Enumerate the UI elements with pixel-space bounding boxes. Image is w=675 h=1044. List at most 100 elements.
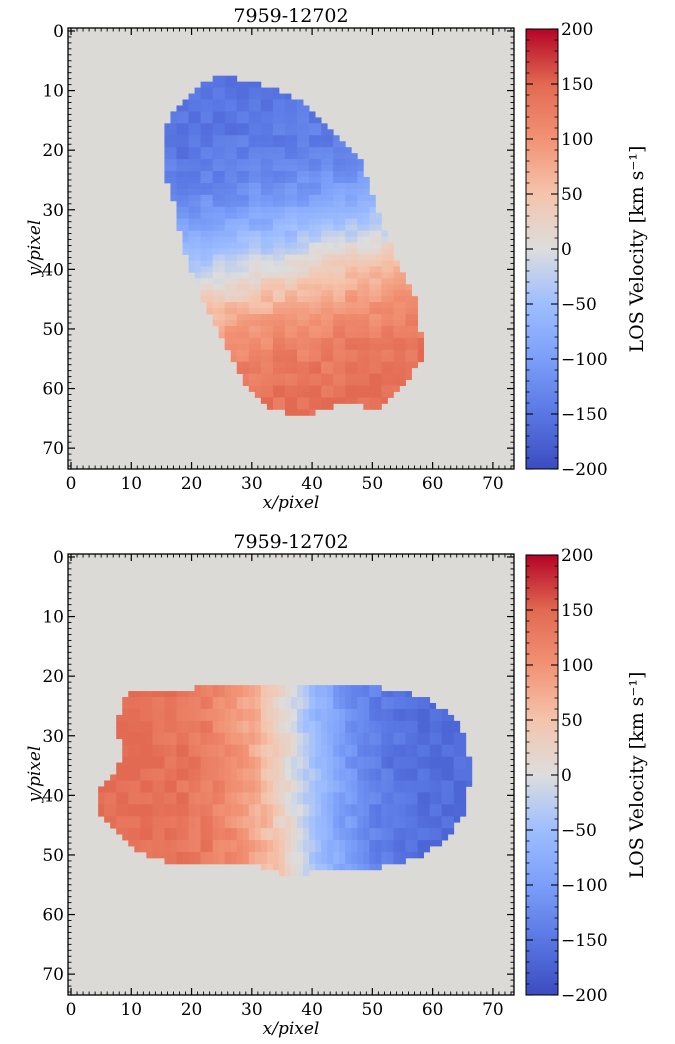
heatmap-cell [158, 726, 165, 734]
heatmap-cell [399, 834, 406, 841]
heatmap-cell [339, 828, 346, 835]
heatmap-cell [176, 141, 183, 148]
heatmap-cell [297, 816, 304, 823]
heatmap-cell [411, 720, 418, 728]
heatmap-cell [303, 391, 310, 398]
heatmap-cell [266, 331, 274, 339]
heatmap-cell [333, 218, 340, 226]
heatmap-cell [297, 828, 304, 835]
heatmap-cell [176, 840, 183, 847]
heatmap-cell [278, 403, 286, 410]
heatmap-cell [327, 828, 334, 835]
heatmap-cell [333, 732, 340, 740]
colorbar-tick-label: 100 [561, 656, 593, 676]
heatmap-cell [291, 397, 298, 404]
heatmap-cell [200, 99, 208, 106]
heatmap-cell [242, 685, 250, 692]
heatmap-cell [212, 768, 220, 775]
heatmap-cell [369, 278, 376, 285]
heatmap-cell [357, 385, 364, 392]
heatmap-cell [200, 194, 208, 202]
heatmap-cell [242, 804, 250, 811]
heatmap-cell [345, 165, 352, 172]
heatmap-cell [357, 744, 364, 752]
heatmap-cell [309, 391, 316, 398]
heatmap-cell [182, 846, 189, 853]
heatmap-cell [236, 93, 244, 100]
heatmap-cell [188, 744, 195, 752]
heatmap-cell [375, 272, 382, 279]
heatmap-cell [242, 834, 250, 841]
heatmap-cell [134, 810, 141, 817]
heatmap-cell [284, 129, 292, 136]
heatmap-cell [260, 159, 268, 166]
heatmap-cell [363, 218, 370, 226]
heatmap-cell [272, 834, 280, 841]
heatmap-cell [218, 242, 226, 249]
heatmap-cell [405, 284, 412, 291]
heatmap-cell [248, 278, 256, 285]
heatmap-cell [272, 236, 280, 243]
heatmap-cell [435, 726, 443, 734]
heatmap-cell [369, 308, 376, 315]
heatmap-cell [351, 780, 358, 787]
heatmap-cell [327, 325, 334, 333]
heatmap-cell [291, 798, 298, 805]
heatmap-cell [321, 218, 328, 226]
heatmap-cell [291, 691, 298, 698]
heatmap-cell [146, 726, 153, 734]
colorbar-tick-label: −150 [561, 931, 608, 951]
heatmap-cell [309, 851, 316, 859]
heatmap-cell [375, 290, 382, 297]
heatmap-cell [441, 714, 449, 722]
heatmap-cell [242, 296, 250, 303]
heatmap-cell [339, 851, 346, 859]
heatmap-cell [218, 750, 226, 758]
heatmap-cell [188, 266, 195, 273]
heatmap-cell [224, 99, 232, 106]
heatmap-cell [266, 816, 274, 823]
heatmap-cell [399, 714, 406, 722]
heatmap-cell [339, 200, 346, 208]
heatmap-cell [363, 343, 370, 351]
heatmap-cell [272, 188, 280, 196]
heatmap-cell [278, 236, 286, 243]
heatmap-cell [224, 147, 232, 154]
heatmap-cell [230, 105, 238, 112]
heatmap-cell [339, 685, 346, 692]
heatmap-cell [441, 792, 449, 799]
heatmap-cell [206, 308, 214, 315]
heatmap-cell [315, 810, 322, 817]
heatmap-cell [315, 242, 322, 249]
heatmap-cell [278, 697, 286, 704]
heatmap-cell [381, 236, 388, 243]
heatmap-cell [284, 361, 292, 369]
heatmap-cell [194, 153, 201, 160]
heatmap-cell [447, 816, 455, 823]
heatmap-cell [303, 153, 310, 160]
heatmap-cell [399, 756, 406, 763]
heatmap-cell [375, 391, 382, 398]
heatmap-cell [176, 708, 183, 716]
heatmap-cell [218, 816, 226, 823]
heatmap-cell [303, 403, 310, 410]
heatmap-cell [176, 810, 183, 817]
heatmap-cell [387, 857, 394, 865]
heatmap-cell [291, 780, 298, 787]
heatmap-cell [387, 331, 394, 339]
heatmap-cell [297, 798, 304, 805]
heatmap-cell [212, 846, 220, 853]
heatmap-cell [134, 702, 141, 710]
heatmap-cell [303, 349, 310, 357]
heatmap-cell [206, 111, 214, 118]
heatmap-cell [309, 857, 316, 865]
heatmap-cell [206, 278, 214, 285]
x-tick-label: 0 [66, 1000, 77, 1020]
heatmap-cell [206, 732, 214, 740]
heatmap-cell [297, 804, 304, 811]
heatmap-cell [351, 828, 358, 835]
heatmap-cell [284, 248, 292, 255]
heatmap-cell [441, 750, 449, 758]
heatmap-cell [230, 720, 238, 728]
